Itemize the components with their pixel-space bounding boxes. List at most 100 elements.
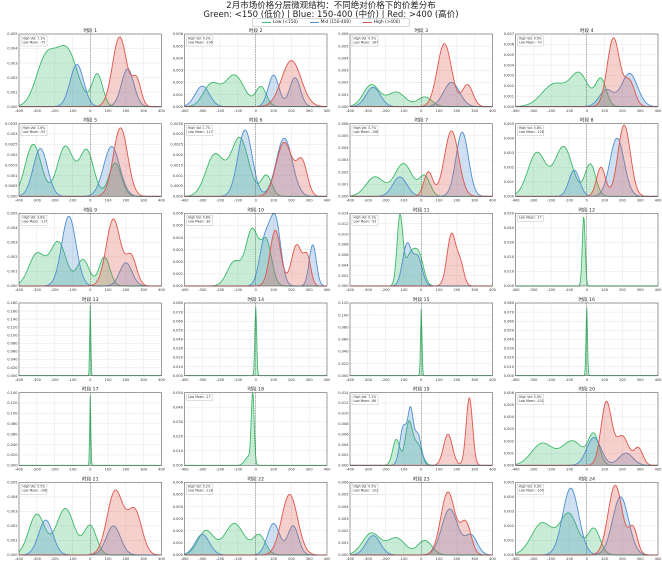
stats-box bbox=[20, 484, 48, 495]
subplot-title: 时段 6 bbox=[249, 117, 263, 124]
x-tick-label: 0 bbox=[255, 557, 258, 561]
x-tick-label: -100 bbox=[234, 557, 243, 561]
x-tick-label: -200 bbox=[382, 288, 391, 292]
y-tick-label: 0.040 bbox=[338, 350, 349, 354]
x-tick-label: 200 bbox=[619, 468, 627, 472]
y-tick-label: 0.002 bbox=[173, 81, 183, 85]
axes-frame bbox=[18, 302, 162, 376]
y-tick-label: 0.000 bbox=[338, 284, 349, 288]
stats-box bbox=[517, 215, 544, 222]
y-tick-label: 0.000 bbox=[7, 284, 18, 288]
x-tick-label: 300 bbox=[140, 468, 148, 472]
axes-frame bbox=[184, 33, 328, 107]
x-tick-label: 200 bbox=[619, 288, 627, 292]
y-tick-label: 0.120 bbox=[7, 401, 18, 405]
y-tick-label: 0.006 bbox=[504, 391, 515, 395]
series-area-high bbox=[184, 230, 327, 286]
x-tick-label: 400 bbox=[324, 468, 332, 472]
series-area-low bbox=[184, 137, 327, 197]
x-tick-label: 200 bbox=[453, 378, 461, 382]
y-tick-label: 0.000 bbox=[7, 195, 18, 199]
x-tick-label: -400 bbox=[511, 557, 520, 561]
y-tick-label: 0.000 bbox=[504, 374, 515, 378]
y-tick-label: 0.001 bbox=[173, 541, 183, 545]
y-tick-label: 0.001 bbox=[173, 174, 183, 178]
y-tick-label: 0.004 bbox=[173, 56, 184, 60]
x-tick-label: 0 bbox=[420, 468, 423, 472]
x-tick-label: 300 bbox=[306, 468, 314, 472]
x-tick-label: 400 bbox=[655, 288, 662, 292]
x-tick-label: -100 bbox=[234, 378, 243, 382]
y-tick-label: 0.140 bbox=[7, 391, 18, 395]
subplot-19: -400 -300 -200 -100 0 100 200 300 400 0.000 0.002 0… bbox=[338, 386, 496, 472]
chart-suptitle: 2月市场价格分层微观结构：不同绝对价格下的价差分布 bbox=[226, 1, 436, 11]
stats-text: Low Mean: -103 bbox=[354, 489, 379, 493]
subplot-title: 时段 16 bbox=[579, 296, 596, 303]
y-tick-label: 0.001 bbox=[338, 93, 348, 97]
y-tick-label: 0.001 bbox=[504, 94, 514, 98]
x-tick-label: 300 bbox=[637, 378, 645, 382]
x-tick-label: 400 bbox=[655, 557, 662, 561]
x-tick-label: -300 bbox=[364, 468, 373, 472]
axes-frame bbox=[184, 302, 328, 376]
subplot-title: 时段 7 bbox=[414, 117, 428, 124]
y-tick-label: 0.001 bbox=[7, 539, 17, 543]
x-tick-label: 300 bbox=[637, 468, 645, 472]
subplot-22: -400 -300 -200 -100 0 100 200 300 400 0.000 0.001 0… bbox=[173, 475, 331, 561]
x-tick-label: 100 bbox=[105, 199, 113, 203]
y-tick-label: 0.040 bbox=[7, 358, 18, 362]
y-tick-label: 0.002 bbox=[338, 274, 348, 278]
x-tick-label: -300 bbox=[198, 378, 207, 382]
y-tick-label: 0.000 bbox=[338, 553, 349, 557]
y-tick-label: 0.008 bbox=[338, 243, 349, 247]
x-tick-label: 300 bbox=[471, 378, 479, 382]
x-tick-label: -200 bbox=[51, 288, 60, 292]
y-tick-label: 0.001 bbox=[504, 180, 514, 184]
y-tick-label: 0.0005 bbox=[5, 184, 18, 188]
y-tick-label: 0.002 bbox=[338, 170, 348, 174]
x-tick-label: 100 bbox=[436, 468, 444, 472]
stats-text: High Vol: 0.5% bbox=[354, 485, 377, 489]
x-tick-label: 400 bbox=[158, 557, 166, 561]
x-tick-label: 100 bbox=[601, 378, 609, 382]
axes-frame bbox=[515, 213, 659, 287]
stats-box bbox=[186, 125, 213, 136]
y-tick-label: 0.040 bbox=[504, 226, 515, 230]
y-tick-label: 0.005 bbox=[504, 481, 514, 485]
x-tick-label: -400 bbox=[15, 468, 24, 472]
x-tick-label: 200 bbox=[122, 288, 130, 292]
x-tick-label: -300 bbox=[529, 199, 538, 203]
x-tick-label: -200 bbox=[382, 199, 391, 203]
x-tick-label: -100 bbox=[68, 468, 77, 472]
subplot-title: 时段 4 bbox=[580, 27, 594, 34]
subplot-11: -400 -300 -200 -100 0 100 200 300 400 0.000 0.002 0… bbox=[338, 206, 496, 292]
x-tick-label: 0 bbox=[420, 109, 423, 113]
stats-text: Low Mean: -86 bbox=[354, 399, 377, 403]
axes-frame bbox=[18, 482, 162, 556]
y-tick-label: 0.010 bbox=[173, 365, 184, 369]
y-tick-label: 0.003 bbox=[7, 61, 17, 65]
y-tick-label: 0.050 bbox=[504, 212, 515, 216]
x-tick-label: 300 bbox=[306, 288, 314, 292]
legend-entry: High (>400) bbox=[362, 20, 400, 25]
stats-box bbox=[517, 484, 544, 495]
y-tick-label: 0.000 bbox=[504, 105, 515, 109]
stats-text: High Vol: 0.5% bbox=[354, 36, 377, 40]
y-tick-label: 0.060 bbox=[504, 319, 515, 323]
x-tick-label: 100 bbox=[601, 468, 609, 472]
subplot-10: -400 -300 -200 -100 0 100 200 300 400 0.000 0.001 0… bbox=[173, 206, 331, 292]
y-tick-label: 0.080 bbox=[173, 301, 184, 305]
y-tick-label: 0.000 bbox=[338, 374, 349, 378]
y-tick-label: 0.001 bbox=[173, 93, 183, 97]
series-area-mid bbox=[184, 523, 327, 555]
x-tick-label: 200 bbox=[288, 378, 296, 382]
stats-box bbox=[517, 125, 544, 136]
axes-frame bbox=[515, 33, 659, 107]
x-tick-label: -300 bbox=[33, 288, 42, 292]
y-tick-label: 0.006 bbox=[338, 481, 349, 485]
x-tick-label: 400 bbox=[655, 468, 662, 472]
subplot-15: -400 -300 -200 -100 0 100 200 300 400 0.000 0.020 0… bbox=[338, 296, 496, 382]
x-tick-label: -400 bbox=[15, 557, 24, 561]
y-tick-label: 0.004 bbox=[504, 63, 515, 67]
x-tick-label: 300 bbox=[140, 288, 148, 292]
